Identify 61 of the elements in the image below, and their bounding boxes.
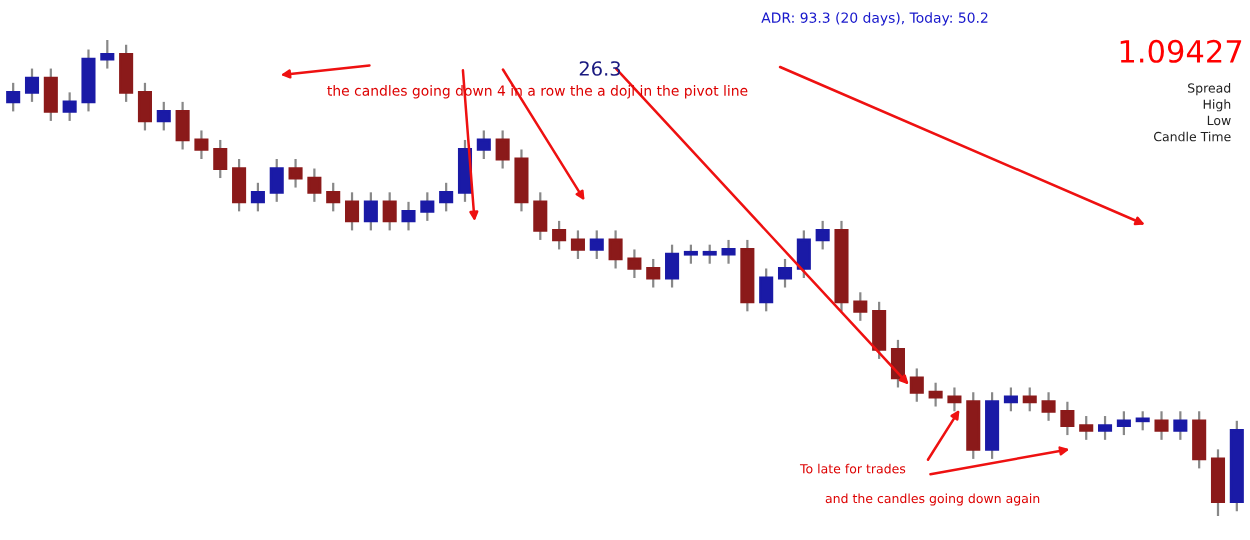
candlestick bbox=[533, 191, 548, 242]
candlestick bbox=[985, 391, 1000, 460]
candlestick bbox=[1041, 391, 1056, 422]
candlestick bbox=[966, 391, 981, 460]
candlestick bbox=[815, 219, 830, 251]
candlestick bbox=[326, 181, 341, 213]
candlestick bbox=[1022, 386, 1037, 413]
candlestick bbox=[928, 381, 943, 408]
candlestick bbox=[1098, 414, 1113, 441]
candlestick bbox=[1003, 386, 1018, 413]
candlestick bbox=[6, 81, 21, 113]
candlestick bbox=[232, 157, 247, 213]
candlestick bbox=[345, 191, 360, 232]
candlestick bbox=[62, 91, 77, 123]
candlestick bbox=[1210, 448, 1226, 518]
candlestick bbox=[24, 67, 40, 103]
candlestick bbox=[307, 167, 322, 203]
candlestick bbox=[43, 67, 58, 123]
candlestick bbox=[1079, 414, 1094, 441]
candlestick bbox=[401, 200, 416, 232]
candlestick bbox=[269, 157, 284, 203]
candlestick bbox=[175, 100, 190, 151]
candlestick bbox=[137, 81, 152, 132]
candlestick bbox=[721, 238, 736, 265]
candlestick bbox=[1135, 410, 1150, 432]
candlestick bbox=[363, 191, 378, 232]
annotation: 26.3 bbox=[579, 61, 621, 76]
candlestick bbox=[777, 257, 793, 289]
candlestick bbox=[213, 138, 228, 180]
candlestick bbox=[665, 243, 680, 289]
candlestick bbox=[100, 38, 115, 70]
candlestick bbox=[627, 248, 642, 280]
candlestick bbox=[608, 229, 623, 270]
candlestick bbox=[439, 181, 454, 213]
candlestick bbox=[570, 229, 585, 261]
candlestick bbox=[1060, 400, 1075, 437]
candlestick bbox=[1154, 410, 1169, 441]
candlestick bbox=[702, 243, 717, 265]
candlestick bbox=[683, 243, 698, 265]
candlestick bbox=[646, 257, 661, 289]
candlestick bbox=[589, 229, 604, 261]
candlestick bbox=[514, 148, 529, 213]
annotation: 1.09427 bbox=[1120, 39, 1242, 63]
candlestick bbox=[382, 191, 397, 232]
candlestick bbox=[194, 129, 209, 161]
candlestick bbox=[250, 181, 265, 213]
candlestick bbox=[1116, 410, 1131, 437]
candlestick bbox=[288, 157, 303, 189]
candlestick bbox=[156, 100, 171, 132]
candlestick bbox=[1192, 410, 1207, 470]
candlestick bbox=[495, 129, 510, 170]
candlestick bbox=[552, 219, 567, 251]
candlestick bbox=[796, 229, 811, 280]
candlestick bbox=[1173, 410, 1188, 441]
candlestick bbox=[872, 300, 887, 361]
candlestick bbox=[759, 267, 774, 313]
candlestick bbox=[420, 191, 435, 222]
candlestick bbox=[476, 129, 491, 161]
candlestick bbox=[81, 48, 96, 113]
candlestick bbox=[119, 43, 134, 103]
candlestick bbox=[853, 291, 868, 322]
